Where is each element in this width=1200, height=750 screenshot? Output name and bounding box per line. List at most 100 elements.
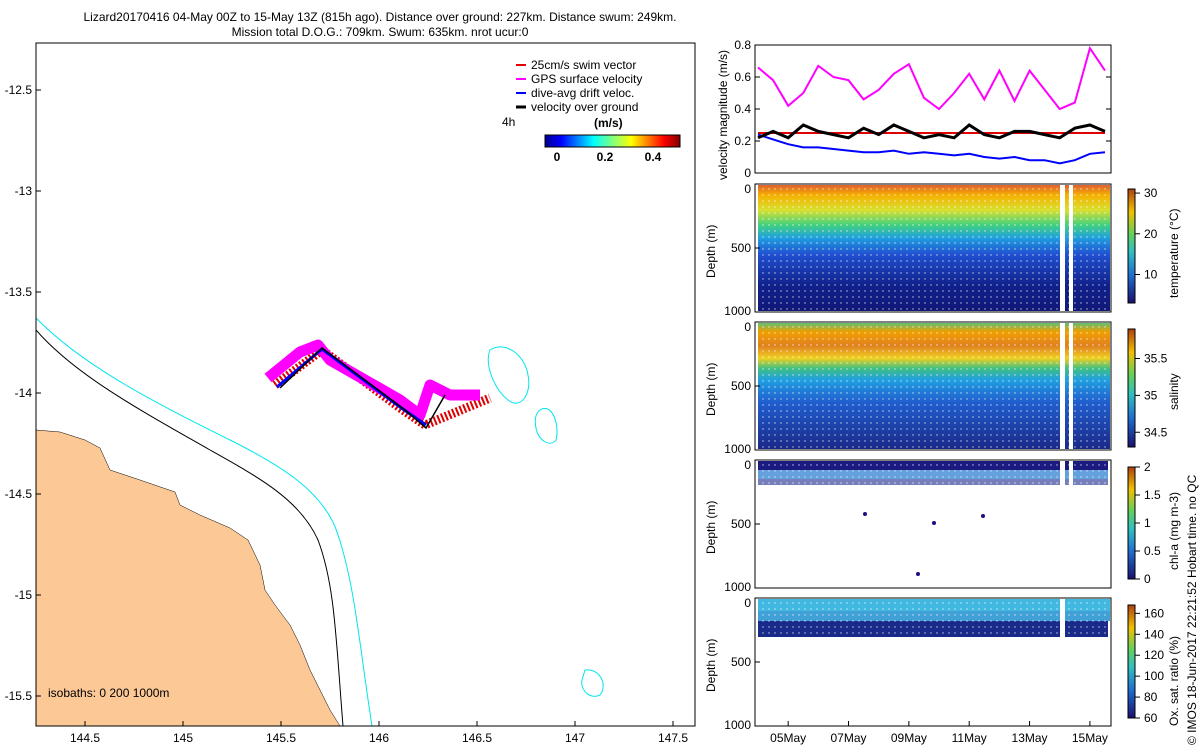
depth-axis-label: Depth (m) bbox=[704, 362, 718, 416]
colorbar-tick-label: 2 bbox=[1144, 460, 1151, 474]
data-gap bbox=[1069, 323, 1073, 449]
swim-vector-track bbox=[272, 344, 492, 431]
glider-track bbox=[264, 339, 492, 431]
depth-tick-label: 1000 bbox=[724, 304, 751, 318]
temperature-colorbar-label: temperature (°C) bbox=[1167, 208, 1181, 299]
date-tick-label: 09May bbox=[891, 731, 927, 745]
velocity-axis-label: velocity magnitude (m/s) bbox=[716, 49, 730, 180]
depth-tick-label: 0 bbox=[744, 458, 751, 472]
oxygen-colorbar-label: Ox. sat. ratio (%) bbox=[1167, 635, 1181, 726]
velocity-plot-frame bbox=[754, 44, 1112, 174]
map-y-tick-label: -12.5 bbox=[5, 83, 33, 97]
speed-colorbar-tick: 0 bbox=[554, 150, 561, 164]
colorbar-tick-label: 60 bbox=[1144, 711, 1158, 725]
legend-label-gps: GPS surface velocity bbox=[531, 72, 642, 86]
chla-outlier-point bbox=[981, 514, 985, 518]
speed-colorbar bbox=[544, 134, 681, 148]
reef-outline-1 bbox=[487, 346, 530, 404]
map-x-axis: 144.5 145 145.5 146 146.5 147 147.5 bbox=[70, 721, 688, 745]
isobaths-label: isobaths: 0 200 1000m bbox=[48, 686, 169, 700]
colorbar-tick-label: 10 bbox=[1144, 268, 1158, 282]
header-line-2: Mission total D.O.G.: 709km. Swum: 635km… bbox=[231, 25, 529, 39]
depth-tick-label: 500 bbox=[731, 517, 751, 531]
legend-label-drift: dive-avg drift veloc. bbox=[531, 86, 634, 100]
chla-outlier-point bbox=[863, 512, 867, 516]
depth-tick-label: 1000 bbox=[724, 442, 751, 456]
colorbar-tick-label: 0.5 bbox=[1144, 544, 1161, 558]
depth-axis-label: Depth (m) bbox=[704, 224, 718, 278]
speed-colorbar-tick: 0.2 bbox=[597, 150, 614, 164]
colorbar-tick-label: 120 bbox=[1144, 648, 1164, 662]
velocity-y-tick-label: 0.6 bbox=[734, 70, 751, 84]
colorbar-tick-label: 1.5 bbox=[1144, 488, 1161, 502]
depth-tick-label: 0 bbox=[744, 320, 751, 334]
series-line-dive-avg-drift-veloc- bbox=[757, 133, 1106, 165]
legend-label-ground: velocity over ground bbox=[531, 100, 638, 114]
colorbar-tick-label: 34.5 bbox=[1144, 425, 1168, 439]
legend-label-swim: 25cm/s swim vector bbox=[531, 58, 636, 72]
header-line-1: Lizard20170416 04-May 00Z to 15-May 13Z … bbox=[83, 10, 677, 24]
velocity-panel: 0 0.2 0.4 0.6 0.8 bbox=[734, 38, 1112, 180]
map-y-tick-label: -15.5 bbox=[5, 689, 33, 703]
depth-tick-label: 1000 bbox=[724, 580, 751, 594]
salinity-panel bbox=[754, 321, 1136, 451]
map-x-tick-label: 146 bbox=[369, 731, 389, 745]
credit-text: © IMOS 18-Jun-2017 22:21:52 Hobart time.… bbox=[1185, 474, 1199, 745]
depth-tick-label: 500 bbox=[731, 655, 751, 669]
speed-colorbar-unit: (m/s) bbox=[594, 116, 623, 130]
map-y-axis: -12.5 -13 -13.5 -14 -14.5 -15 -15.5 bbox=[5, 83, 41, 703]
map-y-tick-label: -14 bbox=[15, 386, 33, 400]
date-tick-label: 05May bbox=[770, 731, 806, 745]
date-tick-label: 15May bbox=[1072, 731, 1108, 745]
colorbar-tick-label: 80 bbox=[1144, 690, 1158, 704]
depth-axis-label: Depth (m) bbox=[704, 500, 718, 554]
map-legend: 25cm/s swim vector GPS surface velocity … bbox=[502, 58, 681, 164]
reef-outline-2 bbox=[534, 407, 558, 444]
data-gap bbox=[1060, 323, 1065, 449]
reef-outline-3 bbox=[581, 669, 604, 697]
colorbar-tick-label: 140 bbox=[1144, 627, 1164, 641]
depth-axis-label: Depth (m) bbox=[704, 638, 718, 692]
map-y-tick-label: -15 bbox=[15, 588, 33, 602]
velocity-y-tick-label: 0.2 bbox=[734, 134, 751, 148]
map-x-tick-label: 145.5 bbox=[266, 731, 296, 745]
data-gap bbox=[1060, 185, 1065, 311]
temperature-panel bbox=[754, 183, 1136, 313]
colorbar-tick-label: 0 bbox=[1144, 572, 1151, 586]
isobath-1000-line bbox=[36, 329, 344, 726]
oxygen-panel bbox=[754, 597, 1136, 727]
depth-tick-label: 1000 bbox=[724, 718, 751, 732]
ground-velocity-track bbox=[279, 347, 446, 430]
velocity-y-tick-label: 0 bbox=[744, 166, 751, 180]
land-mass bbox=[36, 429, 341, 726]
velocity-y-tick-label: 0.8 bbox=[734, 38, 751, 52]
colorbar-tick-label: 100 bbox=[1144, 669, 1164, 683]
depth-tick-label: 500 bbox=[731, 241, 751, 255]
salinity-colorbar-label: salinity bbox=[1167, 373, 1181, 410]
depth-tick-label: 0 bbox=[744, 596, 751, 610]
velocity-y-tick-label: 0.4 bbox=[734, 102, 751, 116]
map-x-tick-label: 147 bbox=[565, 731, 585, 745]
map-y-tick-label: -14.5 bbox=[5, 487, 33, 501]
track-map: 144.5 145 145.5 146 146.5 147 147.5 -12.5-13-1… bbox=[5, 42, 696, 745]
date-tick-label: 11May bbox=[952, 731, 987, 745]
speed-colorbar-tick: 0.4 bbox=[645, 150, 662, 164]
depth-tick-label: 500 bbox=[731, 379, 751, 393]
colorbar-tick-label: 160 bbox=[1144, 606, 1164, 620]
map-x-tick-label: 144.5 bbox=[70, 731, 100, 745]
isobath-200-line bbox=[36, 317, 373, 726]
map-y-tick-label: -13 bbox=[15, 184, 33, 198]
temperature-colorbar bbox=[1127, 188, 1136, 304]
time-series-panels: 0 0.2 0.4 0.6 0.8 bbox=[724, 38, 1168, 745]
salinity-colorbar bbox=[1127, 328, 1136, 448]
chla-colorbar bbox=[1127, 466, 1136, 580]
series-line-velocity-over-ground bbox=[757, 123, 1106, 140]
date-tick-label: 07May bbox=[831, 731, 867, 745]
map-y-tick-label: -13.5 bbox=[5, 285, 33, 299]
date-tick-label: 13May bbox=[1012, 731, 1048, 745]
series-line-gps-surface-velocity bbox=[757, 45, 1106, 111]
gps-velocity-track bbox=[264, 339, 480, 421]
chla-colorbar-label: chl-a (mg m-3) bbox=[1167, 491, 1181, 570]
chla-outlier-point bbox=[916, 572, 920, 576]
map-x-tick-label: 147.5 bbox=[658, 731, 688, 745]
